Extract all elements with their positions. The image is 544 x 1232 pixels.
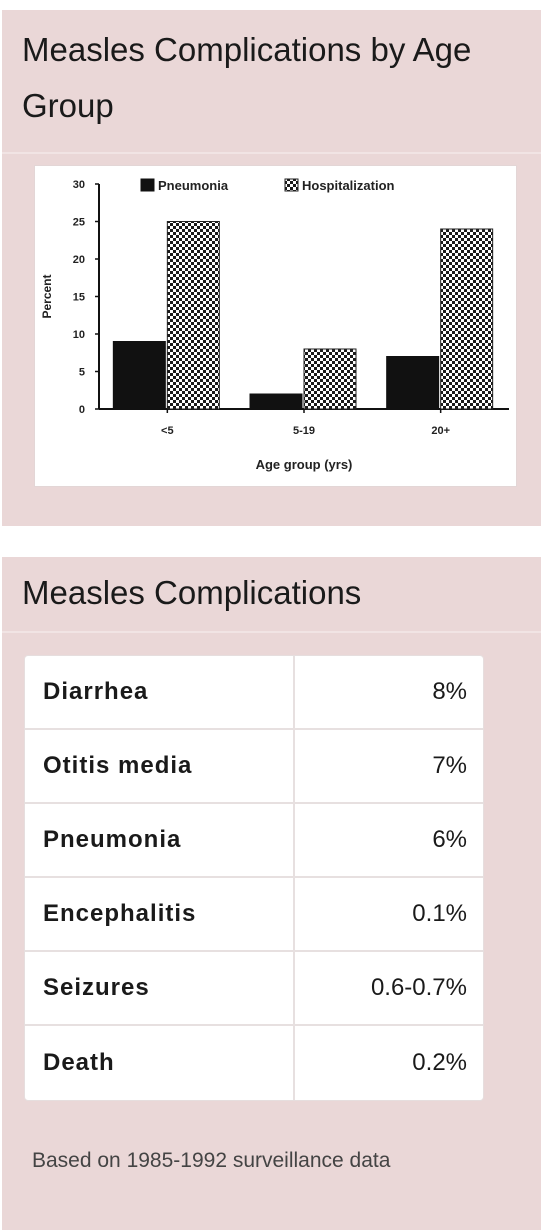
y-tick-label: 0: [79, 404, 85, 416]
legend-swatch-pneumonia: [140, 178, 155, 192]
y-tick-label: 20: [73, 254, 85, 266]
complications-table: Diarrhea 8% Otitis media 7% Pneumonia 6% Encep…: [24, 655, 484, 1101]
bar-pneumonia-2: [386, 356, 440, 410]
complication-name: Seizures: [25, 952, 295, 1024]
table-row: Pneumonia 6%: [25, 804, 483, 878]
table-row: Otitis media 7%: [25, 730, 483, 804]
chart-container: 0 5 10 15 20 25 30 Percent <5 5-19 20+ Age group (y…: [34, 165, 517, 487]
bar-hospitalization-2: [440, 228, 494, 410]
bar-hospitalization-1: [303, 348, 357, 410]
complication-name: Death: [25, 1026, 295, 1100]
complication-value: 0.2%: [412, 1049, 467, 1076]
table-row: Diarrhea 8%: [25, 656, 483, 730]
complication-name: Encephalitis: [25, 878, 295, 950]
legend-label-hospitalization: Hospitalization: [302, 178, 395, 193]
x-tick-label: <5: [161, 425, 174, 437]
bar-pneumonia-1: [249, 393, 303, 410]
table-row: Encephalitis 0.1%: [25, 878, 483, 952]
complication-value: 0.6-0.7%: [370, 974, 467, 1001]
chart-card: Measles Complications by Age Group 0 5 10 1…: [2, 10, 541, 526]
x-tick-label: 20+: [431, 425, 450, 437]
bar-hospitalization-0: [166, 221, 220, 410]
x-axis-label: Age group (yrs): [256, 457, 353, 472]
y-tick-label: 15: [73, 292, 85, 304]
complication-value: 8%: [432, 678, 467, 705]
table-card: Measles Complications Diarrhea 8% Otitis m…: [2, 557, 541, 1230]
chart-card-title: Measles Complications by Age Group: [2, 22, 541, 154]
footnote: Based on 1985-1992 surveillance data: [32, 1149, 391, 1172]
y-tick-label: 30: [73, 179, 85, 191]
complication-name: Diarrhea: [25, 656, 295, 728]
y-tick-label: 5: [79, 367, 85, 379]
complication-value: 0.1%: [412, 900, 467, 927]
complication-name: Pneumonia: [25, 804, 295, 876]
table-card-title: Measles Complications: [2, 565, 541, 633]
bar-chart: 0 5 10 15 20 25 30 Percent <5 5-19 20+ Age group (y…: [40, 178, 509, 472]
bar-pneumonia-0: [112, 341, 166, 410]
complication-value: 6%: [432, 826, 467, 853]
legend-swatch-hospitalization: [284, 178, 299, 192]
y-tick-label: 10: [73, 329, 85, 341]
complication-value: 7%: [432, 752, 467, 779]
complication-name: Otitis media: [25, 730, 295, 802]
table-row: Death 0.2%: [25, 1026, 483, 1100]
y-tick-label: 25: [73, 217, 85, 229]
x-tick-label: 5-19: [293, 425, 315, 437]
y-axis-label: Percent: [40, 274, 54, 318]
legend-label-pneumonia: Pneumonia: [158, 178, 229, 193]
table-row: Seizures 0.6-0.7%: [25, 952, 483, 1026]
